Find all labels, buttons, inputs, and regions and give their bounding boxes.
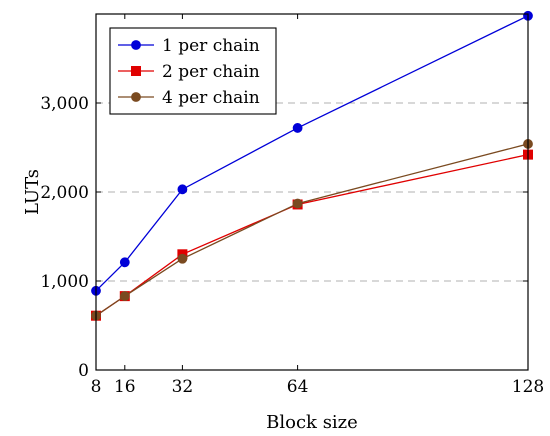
x-tick-label: 64	[287, 377, 309, 397]
legend-entry: 1 per chain	[118, 36, 260, 56]
data-point	[119, 291, 130, 302]
y-tick-label: 3,000	[40, 94, 89, 114]
series-2	[91, 149, 533, 321]
series-1	[91, 10, 533, 296]
series-3	[91, 139, 533, 321]
y-tick-label: 0	[78, 361, 89, 381]
y-tick-label: 2,000	[40, 183, 89, 203]
legend-label: 4 per chain	[162, 88, 260, 108]
x-axis-label: Block size	[266, 412, 358, 433]
data-point	[177, 184, 188, 195]
x-tick-label: 16	[114, 377, 136, 397]
x-tick-label: 32	[172, 377, 194, 397]
legend-entry: 4 per chain	[118, 88, 260, 108]
axis-ticks: 0 1,000 2,000 3,000 8 16 32 64 128	[40, 14, 544, 397]
legend-marker	[131, 40, 141, 50]
data-point	[292, 198, 303, 209]
y-axis-label: LUTs	[22, 169, 43, 215]
legend-marker	[131, 66, 141, 76]
y-tick-label: 1,000	[40, 272, 89, 292]
x-tick-label: 128	[512, 377, 544, 397]
series-line	[95, 153, 529, 317]
data-point	[292, 123, 303, 133]
legend-label: 2 per chain	[162, 62, 260, 82]
legend: 1 per chain 2 per chain 4 per chain	[109, 27, 277, 115]
series-layer	[91, 10, 533, 321]
data-point	[119, 257, 130, 268]
grid-lines	[96, 102, 528, 282]
legend-entry: 2 per chain	[118, 62, 260, 82]
x-tick-label: 8	[91, 377, 102, 397]
data-point	[177, 253, 188, 264]
legend-marker	[131, 92, 141, 102]
series-line	[95, 143, 529, 317]
legend-label: 1 per chain	[162, 36, 260, 56]
